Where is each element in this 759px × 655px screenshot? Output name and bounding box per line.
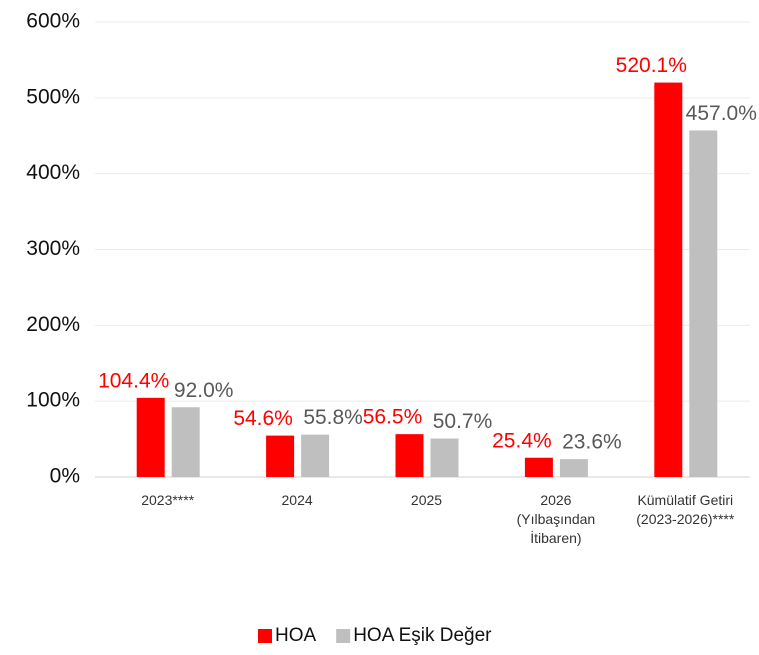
bar: [395, 434, 424, 477]
x-tick-label: 2025: [411, 492, 442, 508]
bar: [171, 407, 200, 477]
bar: [524, 457, 553, 477]
x-tick-label: Kümülatif Getiri (2023-2026)****: [636, 492, 735, 527]
legend-swatch: [336, 629, 351, 643]
value-label: 104.4%: [98, 369, 169, 392]
value-label: 92.0%: [174, 379, 234, 402]
value-label: 50.7%: [433, 410, 493, 433]
x-tick-label: 2023****: [141, 492, 194, 508]
bar: [689, 130, 718, 478]
x-tick-label: 2024: [282, 492, 313, 508]
value-label: 54.6%: [233, 407, 293, 430]
value-label: 56.5%: [363, 406, 423, 429]
value-label: 520.1%: [616, 54, 687, 77]
value-label: 457.0%: [686, 102, 757, 125]
bar: [136, 397, 165, 477]
value-label: 23.6%: [562, 431, 622, 454]
y-tick-label: 0%: [50, 465, 80, 488]
y-tick-label: 300%: [26, 237, 80, 260]
y-tick-label: 400%: [26, 161, 80, 184]
value-label: 55.8%: [303, 406, 363, 429]
value-label: 25.4%: [492, 429, 552, 452]
x-tick-label: 2026 (Yılbaşından İtibaren): [517, 492, 596, 546]
y-tick-label: 600%: [26, 10, 80, 33]
y-tick-label: 100%: [26, 389, 80, 412]
y-tick-label: 200%: [26, 313, 80, 336]
bar: [266, 435, 295, 477]
bar: [301, 434, 330, 477]
bar: [559, 459, 588, 477]
bar: [654, 82, 683, 478]
legend-label: HOA: [275, 625, 317, 646]
legend-swatch: [258, 629, 272, 643]
bar: [430, 438, 459, 477]
y-tick-label: 500%: [26, 85, 80, 108]
legend-label: HOA Eşik Değer: [353, 625, 492, 646]
